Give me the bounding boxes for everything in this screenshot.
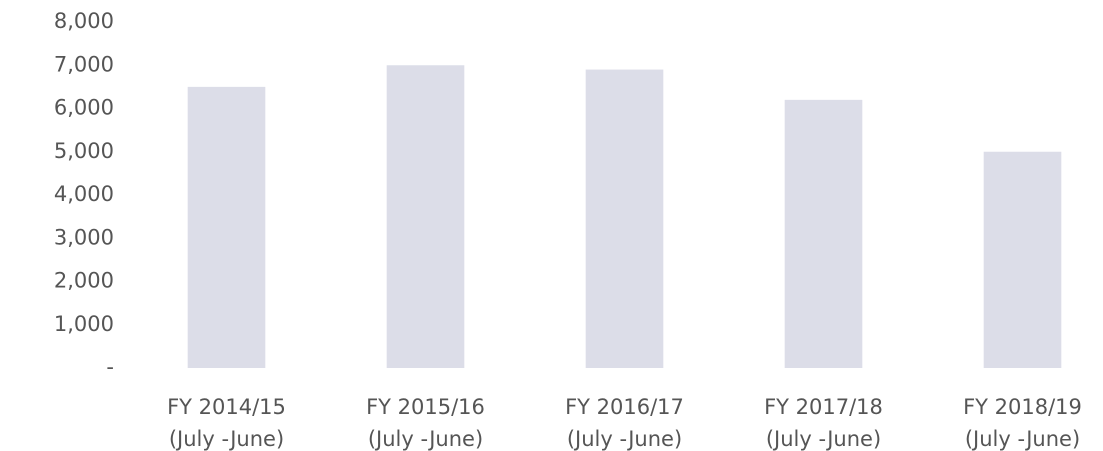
y-tick-label: 4,000 [54, 182, 114, 206]
y-tick-label: 3,000 [54, 225, 114, 249]
x-tick-label: FY 2014/15 (July -June) [167, 395, 286, 451]
bar [983, 151, 1062, 368]
y-tick-label: - [106, 355, 114, 379]
x-tick-label: FY 2018/19 (July -June) [963, 395, 1082, 451]
bar [585, 69, 664, 368]
y-tick-label: 2,000 [54, 269, 114, 293]
y-tick-label: 7,000 [54, 52, 114, 76]
x-tick-label: FY 2016/17 (July -June) [565, 395, 684, 451]
y-tick-label: 8,000 [54, 9, 114, 33]
bar [784, 99, 863, 368]
x-tick-label: FY 2017/18 (July -June) [764, 395, 883, 451]
y-tick-label: 6,000 [54, 96, 114, 120]
y-tick-label: 5,000 [54, 139, 114, 163]
x-tick-label: FY 2015/16 (July -June) [366, 395, 485, 451]
bar [187, 86, 266, 368]
bar [386, 65, 465, 368]
y-tick-label: 1,000 [54, 312, 114, 336]
